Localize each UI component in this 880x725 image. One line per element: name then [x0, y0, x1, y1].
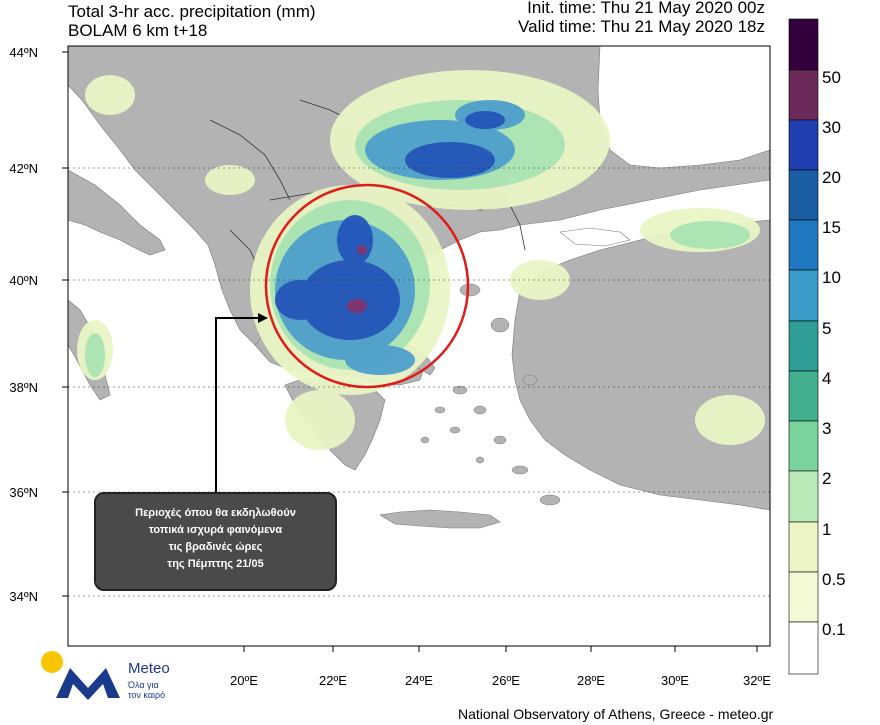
- colorbar-label-50: 50: [822, 68, 841, 87]
- callout-line-4: της Πέμπτης 21/05: [167, 558, 264, 570]
- colorbar-label-10: 10: [822, 268, 841, 287]
- callout-arrow: [215, 317, 260, 492]
- colorbar-label-20: 20: [822, 168, 841, 187]
- colorbar-label-1: 1: [822, 520, 832, 539]
- marmara-sea: [559, 227, 631, 247]
- black-sea: [597, 46, 770, 169]
- lon-label-30: 30ºE: [661, 673, 689, 688]
- colorbar-label-15: 15: [822, 218, 841, 237]
- colorbar: [788, 18, 819, 675]
- colorbar-label-2: 2: [822, 469, 832, 488]
- footer-credit: National Observatory of Athens, Greece -…: [458, 706, 774, 722]
- callout-line-3: τις βραδινές ώρες: [168, 541, 263, 553]
- arrow-head: [258, 313, 268, 323]
- land-crete: [379, 509, 501, 529]
- logo-name: Meteo: [128, 660, 170, 677]
- lon-label-26: 26ºE: [492, 673, 520, 688]
- colorbar-label-3: 3: [822, 419, 832, 438]
- lat-label-44: 44ºN: [9, 45, 38, 60]
- lon-label-28: 28ºE: [577, 673, 605, 688]
- colorbar-label-0-5: 0.5: [822, 570, 846, 589]
- highlight-circle: [264, 183, 470, 389]
- logo-tagline-line-1: Όλα για: [128, 680, 159, 690]
- land-italy-heel: [68, 169, 166, 256]
- callout-box: Περιοχές όπου θα εκδηλωθούν τοπικά ισχυρ…: [94, 492, 337, 591]
- model-subtitle: BOLAM 6 km t+18: [68, 21, 208, 40]
- aegean-islands: [420, 283, 561, 506]
- valid-time: Valid time: Thu 21 May 2020 18z: [518, 17, 765, 36]
- lat-label-42: 42ºN: [9, 161, 38, 176]
- axis-ticks: [62, 51, 758, 652]
- logo-tagline: Όλα για τον καιρό: [128, 680, 188, 700]
- colorbar-label-4: 4: [822, 369, 832, 388]
- lat-label-34: 34ºN: [9, 589, 38, 604]
- precip-extreme: [347, 245, 367, 313]
- meteo-logo-icon: [41, 651, 120, 700]
- colorbar-label-0-1: 0.1: [822, 620, 846, 639]
- lon-label-32: 32ºE: [743, 673, 771, 688]
- lon-label-24: 24ºE: [405, 673, 433, 688]
- lon-label-22: 22ºE: [319, 673, 347, 688]
- colorbar-label-30: 30: [822, 118, 841, 137]
- lon-label-20: 20ºE: [230, 673, 258, 688]
- colorbar-label-5: 5: [822, 319, 832, 338]
- lat-label-40: 40ºN: [9, 273, 38, 288]
- lat-label-36: 36ºN: [9, 485, 38, 500]
- graticule: [68, 167, 770, 597]
- logo-tagline-line-2: τον καιρό: [128, 690, 166, 700]
- callout-line-1: Περιοχές όπου θα εκδηλωθούν: [135, 507, 296, 519]
- lat-label-38: 38ºN: [9, 380, 38, 395]
- callout-line-2: τοπικά ισχυρά φαινόμενα: [148, 524, 283, 536]
- init-time: Init. time: Thu 21 May 2020 00z: [527, 0, 765, 17]
- map-title: Total 3-hr acc. precipitation (mm): [68, 2, 316, 21]
